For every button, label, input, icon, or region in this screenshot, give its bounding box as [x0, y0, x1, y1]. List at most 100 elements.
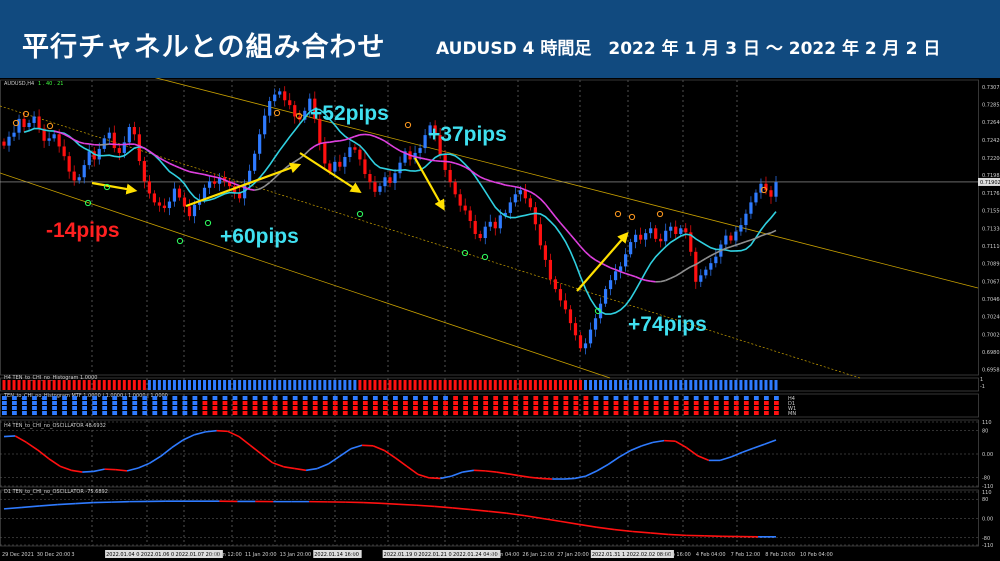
channel-lower-line [0, 172, 611, 379]
candle-body [433, 125, 437, 136]
oscillator-segment [753, 443, 766, 449]
mtf-cell [693, 406, 699, 410]
candle-body [578, 335, 583, 349]
mtf-cell [72, 401, 77, 405]
mtf-cell [72, 411, 77, 415]
candle-body [513, 194, 517, 203]
mtf-cell [753, 406, 759, 410]
ma-slow-segment [254, 188, 260, 191]
chart-area: AUDUSD,H4 1 . 40 . 21 0.73075 0.72855 0.72… [0, 78, 1000, 561]
oscillator-segment [137, 462, 150, 469]
oscillator-segment [485, 470, 497, 473]
ma-slow-segment [379, 137, 386, 142]
candle-body [503, 212, 507, 216]
mtf-cell [272, 406, 278, 410]
mtf-cell [743, 396, 749, 400]
histogram-bar [177, 380, 181, 390]
mtf-cell [763, 396, 769, 400]
x-axis-label: 2022.01.04 04:00 [106, 552, 151, 558]
mtf-cell [32, 401, 37, 405]
candle-body [448, 169, 452, 183]
oscillator-tick-label: -80 [982, 536, 990, 542]
histogram-bar [413, 380, 417, 390]
candle-body [553, 279, 558, 290]
mtf-cell [132, 396, 138, 400]
x-axis-label: 29 Dec 2021 [2, 552, 34, 558]
candle-body [603, 289, 608, 304]
ma-slow-segment [590, 255, 596, 261]
mtf-cell [342, 411, 348, 415]
candle-body [759, 183, 763, 193]
mtf-cell [92, 396, 98, 400]
mtf-cell [62, 406, 67, 410]
mtf-cell [282, 411, 288, 415]
oscillator-segment [216, 429, 228, 433]
mtf-cell [473, 406, 479, 410]
x-axis-label: 2022.01.06 00:00 [141, 552, 186, 558]
histogram-bar [97, 380, 101, 390]
histogram-bar [709, 380, 713, 390]
h4-oscillator-label: H4 TEN_to_CHI_no_OSCILLATOR 48.6932 [4, 423, 106, 429]
price-tick-label: 0.69805 [982, 350, 1000, 356]
histogram-bar [7, 380, 11, 390]
histogram-bar [739, 380, 743, 390]
candle-body [192, 204, 197, 217]
histogram-bar [132, 380, 136, 390]
mtf-cell [202, 406, 208, 410]
candle-body [7, 136, 11, 146]
title-main: 平行チャネルとの組み合わせ [22, 32, 386, 63]
mtf-cell [332, 406, 338, 410]
oscillator-segment [764, 439, 777, 445]
oscillator-segment [283, 466, 296, 470]
candle-body [538, 224, 542, 246]
oscillator-tick-label: 0.00 [982, 517, 993, 523]
histogram-bar [368, 380, 372, 390]
oscillator-segment [3, 435, 16, 438]
histogram-bar [443, 380, 447, 390]
histogram-bar [2, 380, 6, 390]
ma-slow-segment [399, 150, 406, 154]
mtf-cell [523, 411, 529, 415]
histogram-bar [152, 380, 156, 390]
candle-body [67, 156, 71, 172]
candle-body [288, 100, 292, 106]
oscillator-segment [380, 502, 400, 506]
candle-body [588, 329, 593, 344]
mtf-cell [603, 396, 609, 400]
mtf-cell [613, 411, 619, 415]
histogram-bar [107, 380, 111, 390]
buy-signal-marker [176, 237, 184, 245]
mtf-row-label: D1 [788, 401, 795, 407]
mtf-cell [533, 401, 539, 405]
histogram-bar [233, 380, 237, 390]
ma-slow-segment [68, 136, 75, 141]
candle-body [393, 173, 397, 183]
ma-slow-segment [620, 270, 626, 275]
candle-body [483, 226, 487, 239]
mtf-cell [433, 411, 438, 415]
mtf-cell [403, 406, 408, 410]
ma-slow-segment [63, 133, 70, 138]
candle-body [82, 165, 86, 178]
sell-signal-marker [404, 121, 412, 129]
mtf-cell [573, 401, 579, 405]
oscillator-segment [596, 463, 609, 472]
mtf-cell [102, 396, 108, 400]
mtf-cell [393, 401, 398, 405]
histogram-bar [358, 380, 362, 390]
oscillator-segment [524, 514, 543, 520]
histogram-bar [589, 380, 593, 390]
mtf-cell [643, 411, 649, 415]
histogram-bar [483, 380, 487, 390]
mtf-cell [12, 411, 17, 415]
mtf-cell [703, 411, 709, 415]
pane-frame [0, 377, 979, 392]
oscillator-segment [126, 467, 139, 472]
price-tick-label: 0.71985 [982, 173, 1000, 179]
pane-frame [0, 79, 979, 376]
mtf-cell [82, 406, 88, 410]
ma-slow-segment [73, 139, 80, 143]
ma-slow-segment [429, 159, 436, 162]
